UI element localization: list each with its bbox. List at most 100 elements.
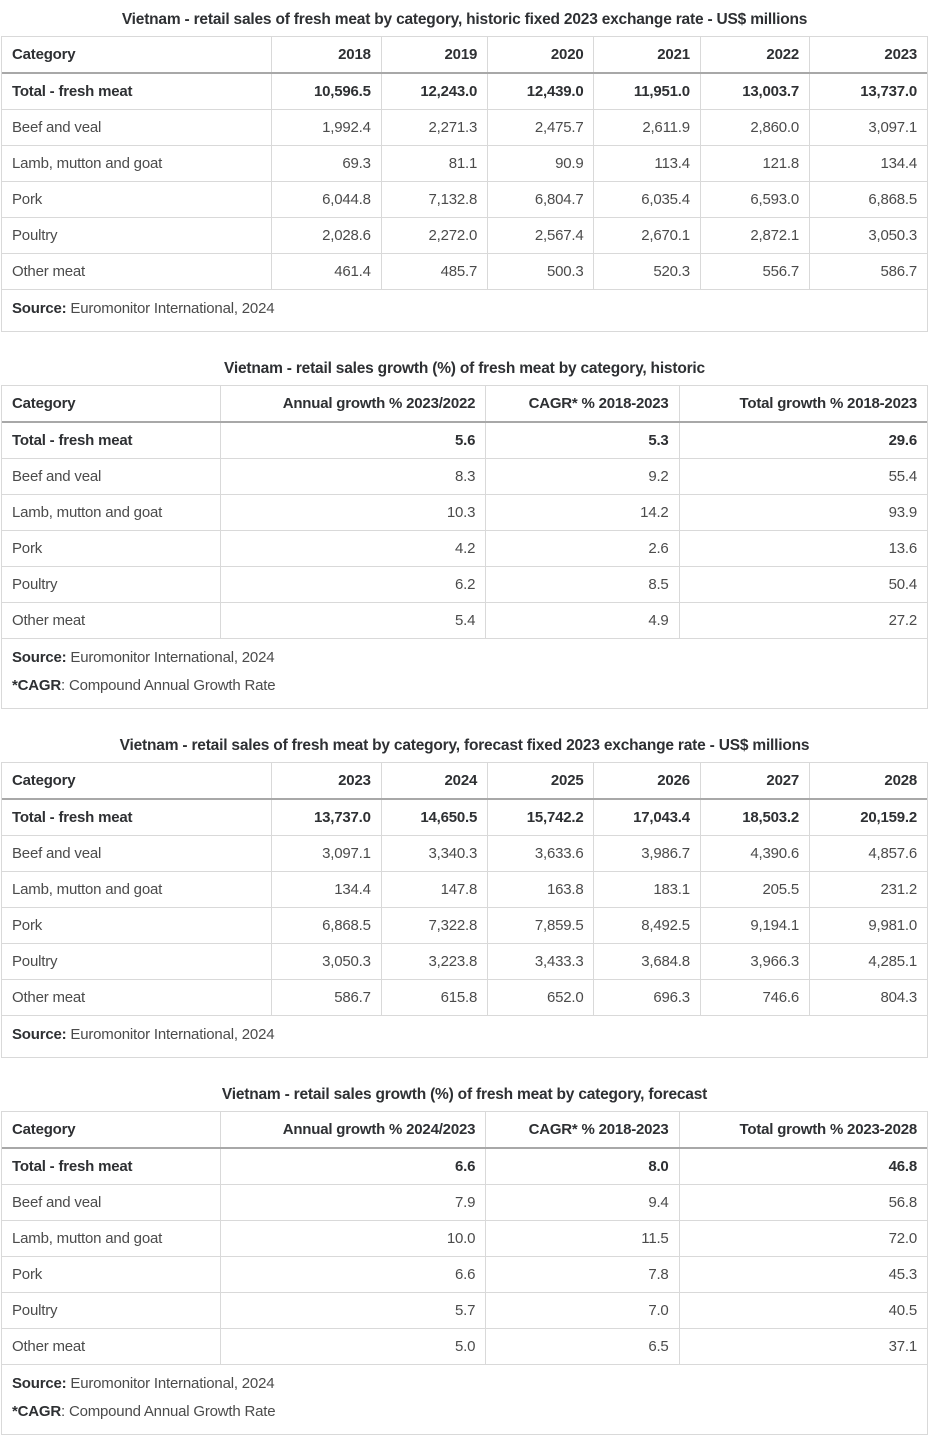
row-value-cell: 7.0 [485, 1292, 680, 1329]
row-value-cell: 13,737.0 [809, 73, 927, 110]
source-text: Euromonitor International, 2024 [70, 300, 275, 317]
row-category-cell: Total - fresh meat [2, 422, 221, 459]
row-value-cell: 9.2 [485, 458, 680, 495]
source-text: Euromonitor International, 2024 [70, 1375, 275, 1392]
row-value-cell: 8.5 [485, 566, 680, 603]
cagr-footnote-label: *CAGR [12, 1403, 62, 1420]
column-header-value: 2028 [809, 763, 927, 800]
row-value-cell: 3,684.8 [593, 943, 701, 980]
row-value-cell: 18,503.2 [699, 799, 810, 836]
table-head: Category Annual growth % 2024/2023 CAGR* %… [2, 1112, 927, 1149]
source-label: Source: [12, 1375, 67, 1392]
row-value-cell: 55.4 [678, 458, 927, 495]
table-section: Vietnam - retail sales growth (%) of fre… [1, 359, 928, 709]
row-value-cell: 134.4 [809, 145, 927, 182]
row-value-cell: 163.8 [487, 871, 594, 908]
tables-root: Vietnam - retail sales of fresh meat by … [0, 10, 929, 1435]
row-value-cell: 9,981.0 [809, 907, 927, 944]
row-value-cell: 134.4 [270, 871, 382, 908]
table-header-row: Category 2018 2019 2020 2021 2022 2023 [2, 37, 927, 74]
row-value-cell: 9,194.1 [699, 907, 810, 944]
row-category-cell: Lamb, mutton and goat [2, 145, 272, 182]
table-row: Total - fresh meat 10,596.5 12,243.0 12,439… [2, 73, 927, 110]
column-header-value: CAGR* % 2018-2023 [485, 1112, 680, 1149]
table-row: Lamb, mutton and goat 134.4 147.8 163.8 183.… [2, 871, 927, 908]
table-row: Other meat 5.4 4.9 27.2 [2, 602, 927, 639]
row-value-cell: 6.6 [219, 1256, 486, 1293]
row-value-cell: 5.3 [485, 422, 680, 459]
row-value-cell: 10.3 [219, 494, 486, 531]
row-value-cell: 20,159.2 [809, 799, 927, 836]
row-value-cell: 13,003.7 [699, 73, 810, 110]
column-header-value: 2021 [593, 37, 701, 74]
row-value-cell: 5.7 [219, 1292, 486, 1329]
source-note: Source: Euromonitor International, 2024 [2, 639, 927, 667]
source-label: Source: [12, 300, 67, 317]
row-value-cell: 2,271.3 [380, 109, 488, 146]
data-table: Category 2018 2019 2020 2021 2022 2023 Total - … [2, 37, 927, 290]
row-value-cell: 3,050.3 [270, 943, 382, 980]
table-container: Category Annual growth % 2023/2022 CAGR* %… [1, 385, 928, 709]
table-row: Poultry 2,028.6 2,272.0 2,567.4 2,670.1 2,872… [2, 217, 927, 254]
cagr-footnote-text: : Compound Annual Growth Rate [61, 1403, 276, 1420]
table-body: Total - fresh meat 5.6 5.3 29.6 Beef and vea… [2, 422, 927, 639]
data-table: Category Annual growth % 2024/2023 CAGR* %… [2, 1112, 927, 1365]
source-note: Source: Euromonitor International, 2024 [2, 1365, 927, 1393]
cagr-footnote-label: *CAGR [12, 677, 62, 694]
row-value-cell: 520.3 [593, 253, 701, 290]
table-body: Total - fresh meat 10,596.5 12,243.0 12,439… [2, 73, 927, 290]
row-value-cell: 4.9 [485, 602, 680, 639]
row-value-cell: 6,593.0 [699, 181, 810, 218]
row-category-cell: Poultry [2, 566, 221, 603]
column-header-value: 2023 [809, 37, 927, 74]
source-label: Source: [12, 1026, 67, 1043]
row-value-cell: 586.7 [809, 253, 927, 290]
source-text: Euromonitor International, 2024 [70, 649, 275, 666]
column-header-value: 2018 [270, 37, 382, 74]
source-text: Euromonitor International, 2024 [70, 1026, 275, 1043]
row-value-cell: 56.8 [678, 1184, 927, 1221]
row-value-cell: 10.0 [219, 1220, 486, 1257]
row-value-cell: 8,492.5 [593, 907, 701, 944]
row-category-cell: Beef and veal [2, 1184, 221, 1221]
table-row: Beef and veal 3,097.1 3,340.3 3,633.6 3,986.… [2, 835, 927, 872]
row-value-cell: 586.7 [270, 979, 382, 1016]
row-value-cell: 652.0 [487, 979, 594, 1016]
row-category-cell: Other meat [2, 253, 272, 290]
row-value-cell: 27.2 [678, 602, 927, 639]
row-value-cell: 11,951.0 [593, 73, 701, 110]
row-value-cell: 500.3 [487, 253, 594, 290]
row-category-cell: Other meat [2, 1328, 221, 1365]
table-row: Pork 6,868.5 7,322.8 7,859.5 8,492.5 9,194.1 9… [2, 907, 927, 944]
row-value-cell: 6.5 [485, 1328, 680, 1365]
cagr-footnote: *CAGR: Compound Annual Growth Rate [2, 667, 927, 695]
table-header-row: Category 2023 2024 2025 2026 2027 2028 [2, 763, 927, 800]
row-value-cell: 69.3 [270, 145, 382, 182]
row-value-cell: 5.6 [219, 422, 486, 459]
row-value-cell: 81.1 [380, 145, 488, 182]
table-row: Poultry 3,050.3 3,223.8 3,433.3 3,684.8 3,966… [2, 943, 927, 980]
row-category-cell: Total - fresh meat [2, 799, 272, 836]
row-value-cell: 13,737.0 [270, 799, 382, 836]
row-category-cell: Lamb, mutton and goat [2, 1220, 221, 1257]
table-container: Category 2023 2024 2025 2026 2027 2028 Total - … [1, 762, 928, 1058]
table-row: Pork 6.6 7.8 45.3 [2, 1256, 927, 1293]
row-category-cell: Poultry [2, 1292, 221, 1329]
row-value-cell: 205.5 [699, 871, 810, 908]
row-value-cell: 3,433.3 [487, 943, 594, 980]
row-value-cell: 3,097.1 [809, 109, 927, 146]
cagr-footnote: *CAGR: Compound Annual Growth Rate [2, 1393, 927, 1421]
row-category-cell: Beef and veal [2, 835, 272, 872]
row-value-cell: 17,043.4 [593, 799, 701, 836]
data-table: Category Annual growth % 2023/2022 CAGR* %… [2, 386, 927, 639]
column-header-category: Category [2, 37, 272, 74]
row-value-cell: 4,390.6 [699, 835, 810, 872]
table-row: Pork 4.2 2.6 13.6 [2, 530, 927, 567]
row-value-cell: 50.4 [678, 566, 927, 603]
column-header-value: 2020 [487, 37, 594, 74]
row-value-cell: 113.4 [593, 145, 701, 182]
row-value-cell: 121.8 [699, 145, 810, 182]
row-value-cell: 29.6 [678, 422, 927, 459]
row-value-cell: 3,633.6 [487, 835, 594, 872]
row-value-cell: 3,223.8 [380, 943, 488, 980]
